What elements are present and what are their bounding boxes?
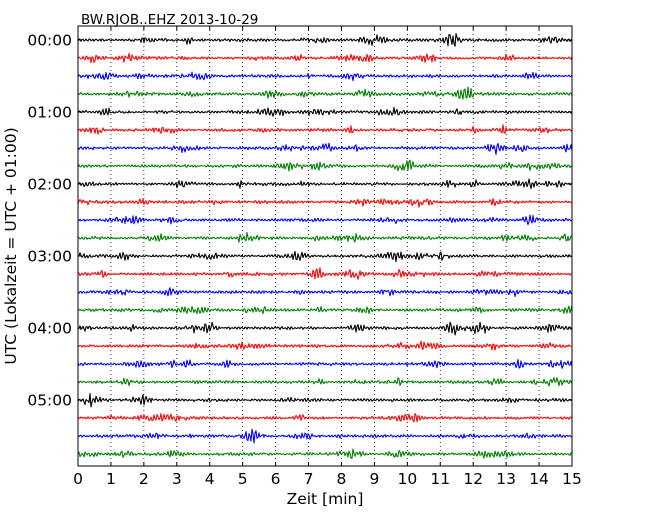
trace-line bbox=[77, 392, 573, 408]
x-tick-label: 14 bbox=[529, 470, 549, 488]
trace-line bbox=[77, 214, 573, 226]
trace-line bbox=[77, 377, 573, 387]
trace-line bbox=[77, 231, 573, 243]
x-tick-label: 0 bbox=[73, 470, 83, 488]
x-tick-label: 1 bbox=[106, 470, 116, 488]
y-axis-label: UTC (Lokalzeit = UTC + 01:00) bbox=[2, 127, 20, 364]
trace-line bbox=[77, 250, 573, 263]
y-tick-label: 00:00 bbox=[27, 32, 72, 50]
y-tick-label: 02:00 bbox=[27, 176, 72, 194]
trace-line bbox=[77, 197, 573, 208]
x-tick-label: 2 bbox=[139, 470, 149, 488]
trace-line bbox=[77, 321, 573, 336]
y-axis-ticks: 00:00 01:00 02:00 03:00 04:00 05:00 bbox=[27, 32, 572, 410]
trace-line bbox=[77, 86, 573, 100]
y-tick-label: 05:00 bbox=[27, 392, 72, 410]
x-tick-label: 9 bbox=[369, 470, 379, 488]
x-tick-label: 7 bbox=[304, 470, 314, 488]
x-tick-label: 6 bbox=[271, 470, 281, 488]
trace-line bbox=[77, 359, 573, 369]
x-axis-label: Zeit [min] bbox=[287, 490, 364, 508]
trace-line bbox=[77, 178, 573, 190]
vertical-gridlines bbox=[110, 26, 540, 466]
trace-line bbox=[77, 448, 573, 459]
x-tick-label: 11 bbox=[430, 470, 450, 488]
x-tick-label: 15 bbox=[562, 470, 582, 488]
x-tick-label: 13 bbox=[496, 470, 516, 488]
trace-line bbox=[77, 52, 573, 64]
trace-line bbox=[77, 340, 573, 351]
plot-frame bbox=[77, 25, 573, 467]
x-tick-label: 10 bbox=[397, 470, 417, 488]
trace-line bbox=[77, 305, 573, 315]
x-tick-label: 5 bbox=[238, 470, 248, 488]
y-tick-label: 03:00 bbox=[27, 248, 72, 266]
y-tick-label: 01:00 bbox=[27, 104, 72, 122]
x-axis-ticks: 0 1 2 3 4 5 6 7 8 9 10 11 12 13 14 15 bbox=[73, 26, 582, 488]
x-tick-label: 4 bbox=[205, 470, 215, 488]
trace-line bbox=[77, 71, 573, 82]
trace-line bbox=[77, 413, 573, 423]
trace-line bbox=[77, 159, 573, 172]
chart-title: BW.RJOB..EHZ 2013-10-29 bbox=[81, 12, 258, 28]
x-tick-label: 8 bbox=[337, 470, 347, 488]
x-tick-label: 3 bbox=[172, 470, 182, 488]
trace-line bbox=[77, 106, 573, 117]
y-tick-label: 04:00 bbox=[27, 320, 72, 338]
trace-line bbox=[77, 124, 573, 135]
trace-line bbox=[77, 142, 573, 155]
trace-lines bbox=[77, 33, 573, 459]
x-tick-label: 12 bbox=[463, 470, 483, 488]
trace-line bbox=[77, 33, 573, 47]
trace-line bbox=[77, 287, 573, 298]
trace-line bbox=[77, 428, 573, 444]
trace-line bbox=[77, 267, 573, 280]
